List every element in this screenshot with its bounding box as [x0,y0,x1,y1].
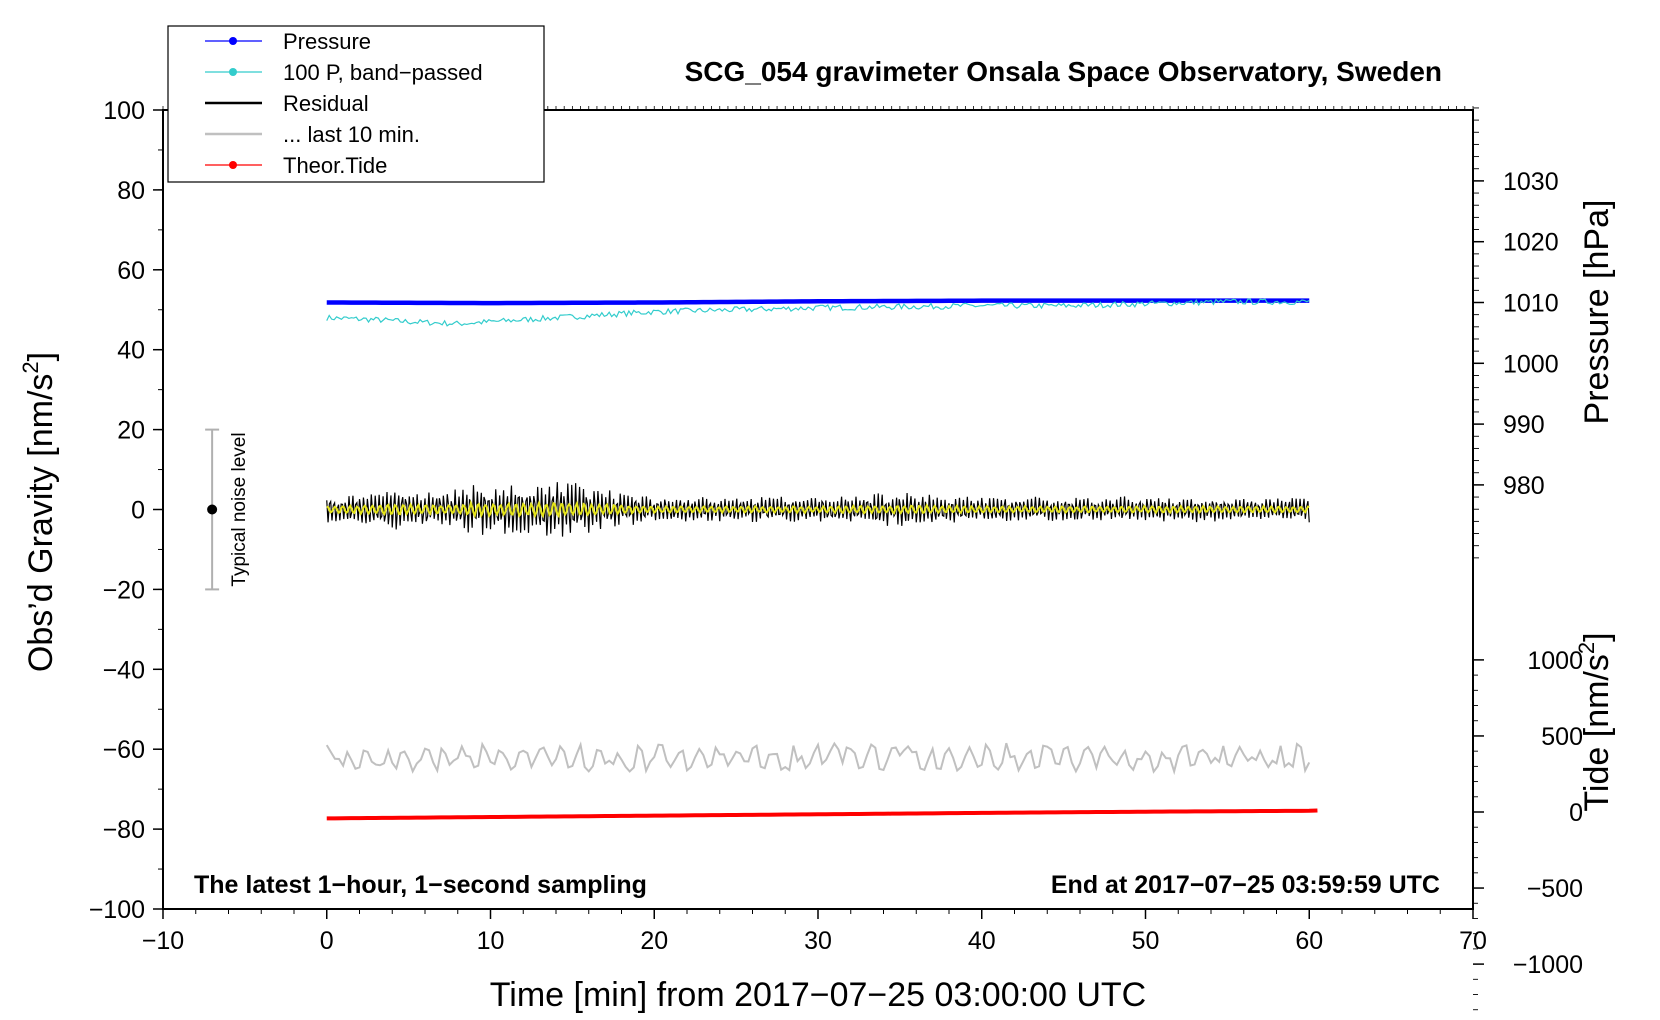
y-tick-label: 100 [103,97,145,125]
x-axis-title: Time [min] from 2017−07−25 03:00:00 UTC [490,976,1146,1014]
tide-tick-label: 0 [1569,799,1583,827]
series-layer [325,298,1318,821]
legend-swatch-marker [229,68,237,76]
axis-ticks: −10 0 10 20 30 40 50 60 70100806040200−20−40−60−… [89,97,1583,1011]
series-pressure [326,298,1310,306]
legend-label: Residual [283,91,369,116]
y-tick-label: 0 [131,497,145,525]
x-tick-label: 0 [320,927,334,955]
y-tick-label: 20 [117,417,145,445]
tide-tick-label: −500 [1527,875,1583,903]
pressure-tick-label: 1000 [1503,350,1559,378]
tide-axis-title-sup: 2 [1574,642,1599,654]
series-residual-smoothed [326,499,1310,519]
y-tick-label: 60 [117,257,145,285]
legend-label: ... last 10 min. [283,122,420,147]
legend: Pressure 100 P, band−passed Residual ... la… [167,25,545,183]
noise-level-indicator: Typical noise level [205,428,250,591]
series-last-10-min [325,741,1311,776]
legend-label: 100 P, band−passed [283,60,483,85]
tide-axis-title: Tide [nm/s2] [1574,632,1616,811]
chart-title: SCG_054 gravimeter Onsala Space Observat… [685,56,1442,87]
y-tick-label: 80 [117,177,145,205]
y-tick-label: 40 [117,337,145,365]
x-tick-label: 60 [1295,927,1323,955]
y-axis-title-left: Obs’d Gravity [nm/s2] [18,352,60,672]
x-tick-label: 10 [477,927,505,955]
pressure-tick-label: 990 [1503,411,1545,439]
y-axis-title-left-sup: 2 [18,361,43,373]
x-tick-label: 30 [804,927,832,955]
end-time-note: End at 2017−07−25 03:59:59 UTC [1051,871,1440,899]
y-tick-label: −80 [103,816,145,844]
pressure-tick-label: 1010 [1503,290,1559,318]
noise-level-label: Typical noise level [229,432,250,586]
pressure-tick-label: 1030 [1503,168,1559,196]
pressure-tick-label: 1020 [1503,229,1559,257]
y-tick-label: −60 [103,736,145,764]
pressure-tick-label: 980 [1503,472,1545,500]
y-tick-label: −40 [103,656,145,684]
x-tick-label: 50 [1132,927,1160,955]
tide-tick-label: 1000 [1527,647,1583,675]
noise-center-dot [207,504,218,515]
legend-label: Theor.Tide [283,153,387,178]
legend-label: Pressure [283,29,371,54]
tide-axis-title-main: Tide [nm/s [1578,654,1616,811]
x-tick-label: −10 [142,927,184,955]
y-tick-label: −20 [103,576,145,604]
y-axis-title-left-end: ] [22,352,60,361]
tide-tick-label: 500 [1541,723,1583,751]
series-theor-tide [326,808,1318,821]
x-tick-label: 40 [968,927,996,955]
x-tick-label: 20 [640,927,668,955]
x-tick-label: 70 [1459,927,1487,955]
y-tick-label: −100 [89,896,145,924]
legend-swatch-marker [229,37,237,45]
legend-swatch-marker [229,161,237,169]
sampling-note: The latest 1−hour, 1−second sampling [194,871,647,899]
pressure-axis-title: Pressure [hPa] [1578,200,1616,425]
series-band-passed [326,298,1310,327]
tide-axis-title-end: ] [1578,632,1616,641]
tide-tick-label: −1000 [1513,951,1583,979]
y-axis-title-left-main: Obs’d Gravity [nm/s [22,374,60,673]
